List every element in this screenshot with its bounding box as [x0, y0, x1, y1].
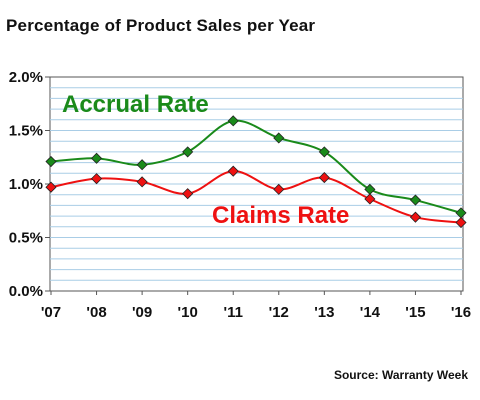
- accrual-rate-label: Accrual Rate: [62, 91, 209, 118]
- y-tick-label: 1.5%: [9, 123, 43, 140]
- x-tick-label: '12: [269, 304, 289, 321]
- claims-rate-marker: [90, 173, 103, 185]
- claims-rate-marker: [136, 176, 148, 188]
- source-note: Source: Warranty Week: [333, 368, 468, 382]
- accrual-rate-marker: [409, 194, 422, 206]
- accrual-rate-marker: [182, 146, 194, 158]
- accrual-rate-line: [50, 119, 462, 214]
- x-tick-label: '09: [132, 304, 152, 321]
- accrual-rate-marker: [227, 115, 239, 127]
- y-tick-label: 1.0%: [9, 176, 43, 193]
- accrual-rate-marker: [273, 132, 285, 144]
- x-tick-label: '16: [451, 304, 471, 321]
- accrual-rate-marker: [45, 155, 57, 168]
- chart-title: Percentage of Product Sales per Year: [6, 16, 316, 35]
- y-tick-label: 0.5%: [9, 230, 43, 247]
- x-tick-label: '13: [314, 304, 334, 321]
- x-tick-label: '15: [405, 304, 425, 321]
- claims-rate-marker: [455, 216, 467, 229]
- claims-rate-line: [50, 170, 462, 224]
- y-tick-label: 2.0%: [9, 69, 43, 86]
- x-tick-label: '14: [360, 304, 381, 321]
- x-tick-label: '07: [41, 304, 61, 321]
- claims-rate-marker: [182, 188, 194, 200]
- accrual-rate-marker: [136, 159, 148, 171]
- x-tick-label: '10: [178, 304, 198, 321]
- accrual-rate-marker: [90, 152, 103, 164]
- claims-rate-marker: [273, 183, 285, 195]
- y-tick-label: 0.0%: [9, 283, 43, 300]
- claims-rate-label: Claims Rate: [212, 202, 349, 229]
- claims-rate-marker: [227, 165, 239, 177]
- claims-rate-marker: [409, 211, 422, 223]
- claims-rate-marker: [45, 181, 57, 193]
- x-tick-label: '08: [86, 304, 106, 321]
- claims-rate-marker: [364, 193, 376, 205]
- accrual-rate-marker: [318, 146, 330, 158]
- claims-rate-marker: [318, 172, 330, 184]
- x-tick-label: '11: [224, 304, 243, 321]
